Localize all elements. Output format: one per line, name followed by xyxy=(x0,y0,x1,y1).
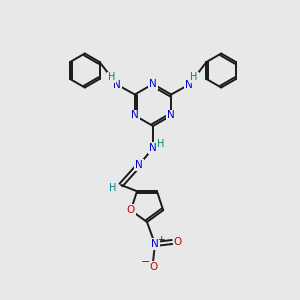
Text: N: N xyxy=(151,239,159,249)
Text: N: N xyxy=(131,110,139,121)
Text: N: N xyxy=(149,79,157,89)
Text: +: + xyxy=(157,235,165,244)
Text: H: H xyxy=(190,73,198,82)
Text: O: O xyxy=(149,262,157,272)
Text: N: N xyxy=(167,110,175,121)
Text: O: O xyxy=(174,237,182,247)
Text: O: O xyxy=(127,205,135,215)
Text: N: N xyxy=(185,80,193,89)
Text: N: N xyxy=(135,160,143,170)
Text: H: H xyxy=(108,73,116,82)
Text: N: N xyxy=(113,80,121,89)
Text: H: H xyxy=(157,139,165,149)
Text: −: − xyxy=(141,257,151,267)
Text: H: H xyxy=(109,183,117,193)
Text: N: N xyxy=(149,143,157,153)
